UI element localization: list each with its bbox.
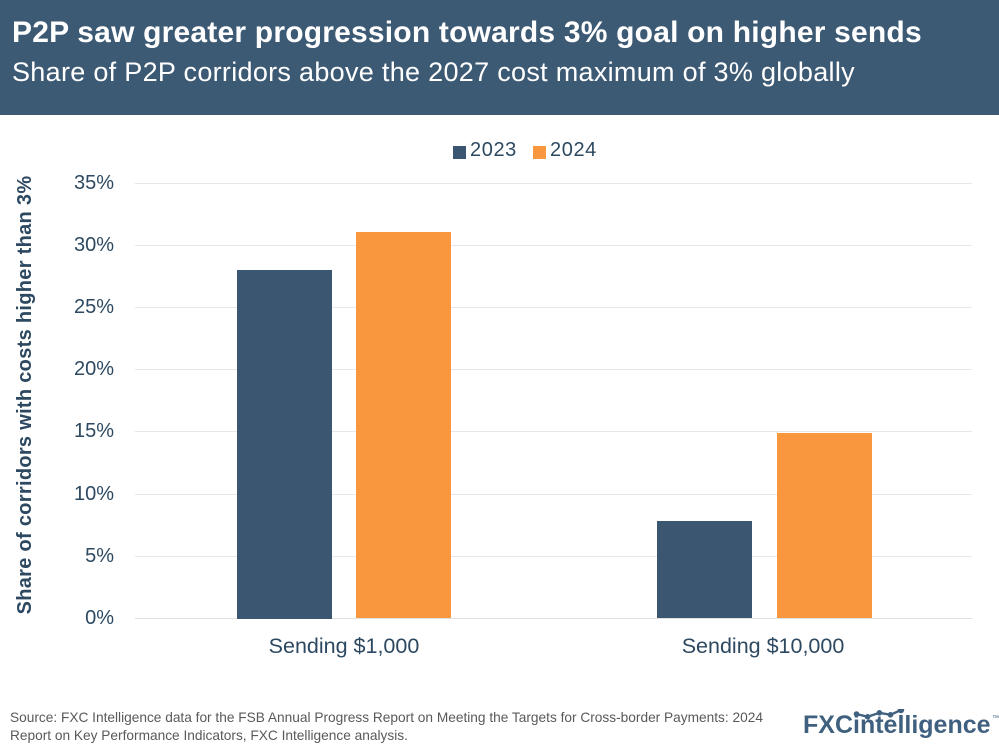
svg-text:FXCintelligence: FXCintelligence — [803, 711, 991, 739]
svg-text:™: ™ — [992, 715, 999, 722]
